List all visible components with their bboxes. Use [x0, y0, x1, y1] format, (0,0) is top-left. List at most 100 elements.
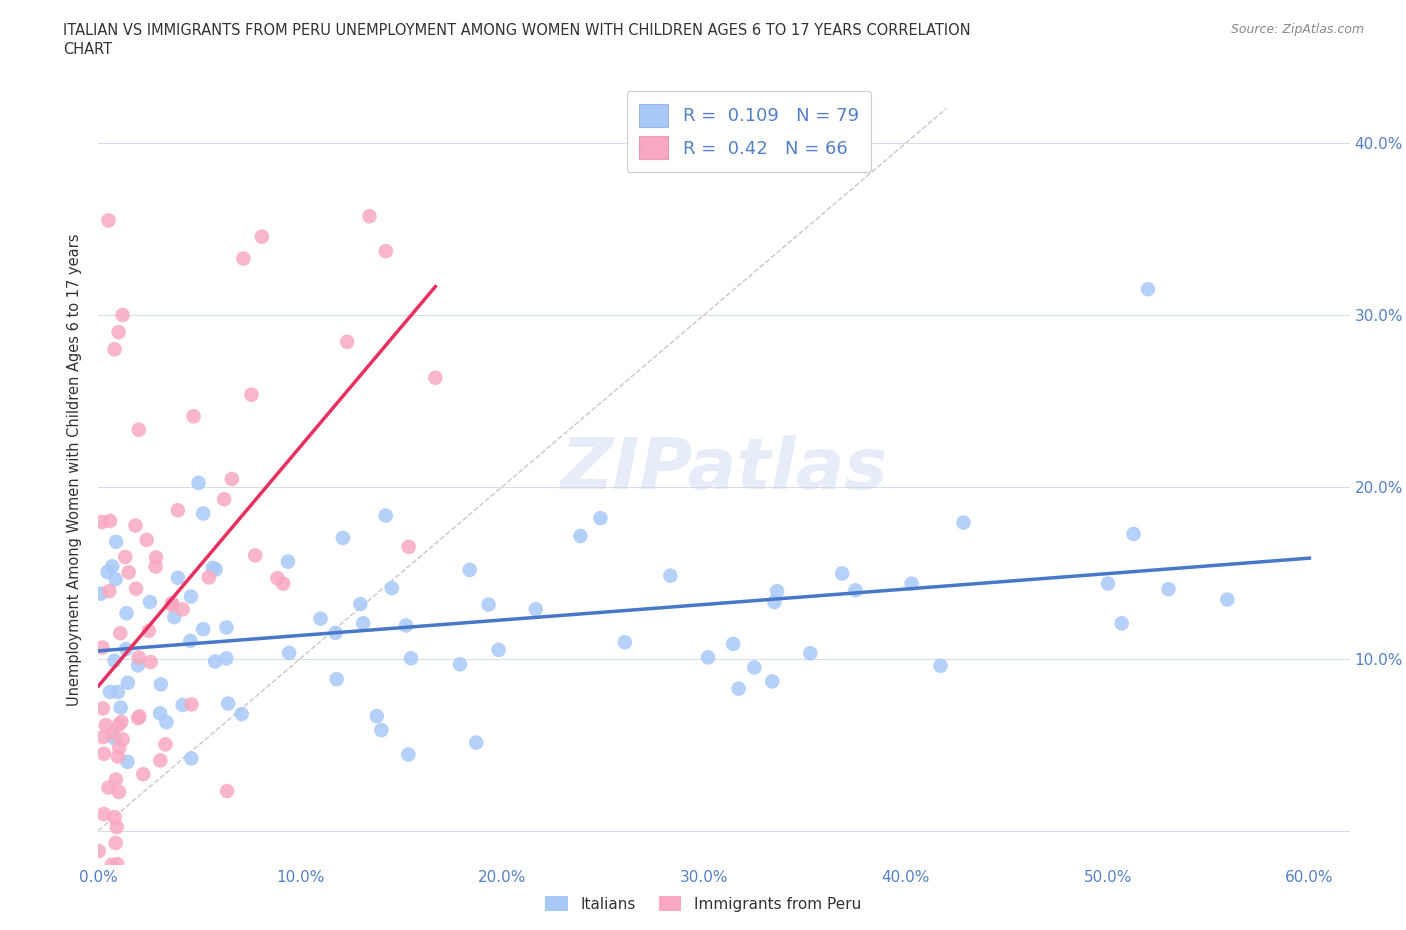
- Point: [93, 746, 115, 761]
- Point: [697, 650, 720, 665]
- Point: [721, 636, 744, 651]
- Point: [93, 806, 115, 821]
- Point: [160, 598, 183, 613]
- Point: [110, 626, 132, 641]
- Point: [271, 577, 294, 591]
- Point: [396, 747, 419, 762]
- Point: [145, 550, 167, 565]
- Point: [94, 718, 117, 733]
- Point: [110, 700, 132, 715]
- Point: [180, 589, 202, 604]
- Point: [128, 422, 150, 437]
- Point: [336, 335, 359, 350]
- Point: [128, 650, 150, 665]
- Point: [477, 597, 499, 612]
- Point: [97, 565, 120, 579]
- Point: [127, 711, 149, 725]
- Text: Source: ZipAtlas.com: Source: ZipAtlas.com: [1230, 23, 1364, 36]
- Point: [278, 645, 301, 660]
- Point: [180, 697, 202, 711]
- Point: [381, 580, 404, 595]
- Point: [221, 472, 243, 486]
- Point: [125, 581, 148, 596]
- Point: [107, 684, 129, 699]
- Point: [155, 715, 177, 730]
- Point: [101, 559, 124, 574]
- Point: [374, 244, 396, 259]
- Text: ITALIAN VS IMMIGRANTS FROM PERU UNEMPLOYMENT AMONG WOMEN WITH CHILDREN AGES 6 TO: ITALIAN VS IMMIGRANTS FROM PERU UNEMPLOY…: [63, 23, 972, 38]
- Point: [163, 610, 186, 625]
- Point: [398, 539, 420, 554]
- Point: [325, 626, 347, 641]
- Point: [103, 731, 125, 746]
- Point: [197, 570, 219, 585]
- Point: [201, 561, 224, 576]
- Point: [761, 674, 783, 689]
- Point: [149, 677, 172, 692]
- Point: [727, 681, 749, 696]
- Point: [187, 475, 209, 490]
- Point: [149, 706, 172, 721]
- Point: [744, 660, 766, 675]
- Point: [172, 602, 194, 617]
- Point: [128, 709, 150, 724]
- Point: [179, 633, 201, 648]
- Point: [91, 701, 114, 716]
- Point: [245, 548, 267, 563]
- Point: [103, 810, 125, 825]
- Point: [91, 514, 114, 529]
- Point: [139, 655, 162, 670]
- Point: [160, 595, 183, 610]
- Y-axis label: Unemployment Among Women with Children Ages 6 to 17 years: Unemployment Among Women with Children A…: [67, 233, 83, 706]
- Point: [1097, 577, 1119, 591]
- Point: [215, 651, 238, 666]
- Point: [831, 566, 853, 581]
- Point: [105, 819, 128, 834]
- Point: [104, 835, 127, 850]
- Point: [167, 570, 190, 585]
- Legend: Italians, Immigrants from Peru: Italians, Immigrants from Peru: [538, 889, 868, 918]
- Point: [98, 584, 121, 599]
- Point: [1111, 616, 1133, 631]
- Point: [98, 513, 121, 528]
- Point: [212, 492, 235, 507]
- Point: [589, 511, 612, 525]
- Point: [204, 654, 226, 669]
- Point: [488, 643, 510, 658]
- Point: [191, 506, 214, 521]
- Point: [217, 697, 239, 711]
- Point: [250, 229, 273, 244]
- Point: [166, 503, 188, 518]
- Point: [524, 602, 547, 617]
- Point: [91, 640, 114, 655]
- Point: [104, 572, 127, 587]
- Point: [659, 568, 682, 583]
- Point: [117, 754, 139, 769]
- Point: [110, 714, 132, 729]
- Point: [766, 584, 789, 599]
- Point: [101, 725, 124, 740]
- Point: [929, 658, 952, 673]
- Point: [217, 784, 239, 799]
- Point: [359, 209, 381, 224]
- Point: [111, 732, 134, 747]
- Point: [366, 709, 388, 724]
- Point: [115, 642, 138, 657]
- Point: [98, 684, 121, 699]
- Point: [172, 698, 194, 712]
- Point: [117, 675, 139, 690]
- Point: [240, 387, 263, 402]
- Point: [105, 535, 128, 550]
- Point: [374, 508, 396, 523]
- Legend: R =  0.109   N = 79, R =  0.42   N = 66: R = 0.109 N = 79, R = 0.42 N = 66: [627, 91, 872, 172]
- Point: [103, 653, 125, 668]
- Point: [97, 780, 120, 795]
- Point: [277, 554, 299, 569]
- Point: [1122, 526, 1144, 541]
- Point: [266, 571, 288, 586]
- Point: [449, 657, 471, 671]
- Point: [763, 594, 786, 609]
- Point: [87, 844, 110, 858]
- Point: [145, 559, 167, 574]
- Point: [107, 750, 129, 764]
